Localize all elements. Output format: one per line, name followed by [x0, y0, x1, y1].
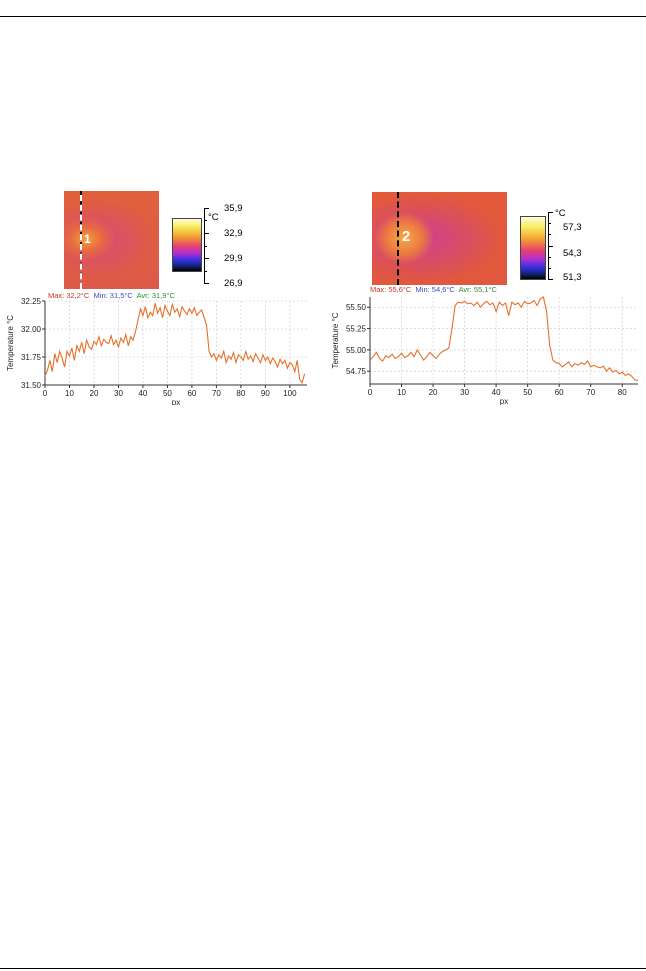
- scale-tick: [548, 223, 551, 224]
- scale-tick: [204, 208, 209, 209]
- color-scale-bar-1: [172, 218, 202, 272]
- stat-min-2: Min: 54,6°C: [415, 285, 455, 294]
- scale-tick: [204, 283, 209, 284]
- y-axis-label: Temperature °C: [331, 312, 340, 368]
- spot-label-1: 1: [84, 232, 91, 246]
- x-tick-label: 80: [618, 388, 627, 397]
- scale-unit-1: °C: [208, 212, 219, 223]
- scale-tick: [548, 246, 553, 247]
- stat-avr-2: Avr: 55,1°C: [458, 285, 497, 294]
- profile-chart-1: 0 10 20 30 40 50 60 70 80 90 100 31.50 31.75 32.00 32.…: [6, 297, 307, 405]
- series-line: [44, 302, 306, 385]
- scale-tick: [204, 258, 209, 259]
- x-tick-label: 70: [586, 388, 595, 397]
- scale-tick: [548, 212, 553, 213]
- x-tick-label: 10: [397, 388, 406, 397]
- y-tick-label: 32.25: [21, 297, 42, 306]
- x-tick-label: 0: [43, 389, 48, 398]
- scale-label: 29,9: [224, 253, 243, 264]
- x-tick-label: 10: [65, 389, 74, 398]
- spot-label-2: 2: [402, 228, 411, 245]
- header-rule: [0, 16, 646, 17]
- x-tick-label: 80: [236, 389, 245, 398]
- scale-label: 32,9: [224, 228, 243, 239]
- scale-label: 51,3: [563, 272, 582, 283]
- y-tick-label: 55.50: [346, 303, 367, 312]
- thermal-image-2: 2: [372, 192, 507, 285]
- scale-tick: [548, 268, 551, 269]
- color-scale-bar-2: [520, 216, 546, 280]
- scale-tick: [204, 271, 207, 272]
- scale-tick: [204, 233, 209, 234]
- scale-tick: [548, 257, 551, 258]
- y-tick-label: 31.50: [21, 381, 42, 390]
- stat-max-2: Max: 55,6°C: [370, 285, 412, 294]
- y-tick-label: 54.75: [346, 367, 367, 376]
- profile-line-2[interactable]: [397, 192, 399, 285]
- thermal-image-1: 1: [64, 191, 159, 289]
- scale-label: 35,9: [224, 203, 243, 214]
- scale-tick: [548, 279, 553, 280]
- x-tick-label: 90: [261, 389, 270, 398]
- stat-avr-1: Avr: 31,9°C: [136, 291, 175, 300]
- stat-max-1: Max: 32,2°C: [48, 291, 90, 300]
- scale-tick: [204, 220, 207, 221]
- x-tick-label: 50: [163, 389, 172, 398]
- y-tick-label: 32.00: [21, 325, 42, 334]
- footer-rule: [0, 968, 646, 969]
- x-tick-label: 40: [138, 389, 147, 398]
- x-axis-label: px: [500, 397, 508, 405]
- y-tick-label: 55.00: [346, 346, 367, 355]
- stats-row-2: Max: 55,6°C Min: 54,6°C Avr: 55,1°C: [370, 285, 497, 294]
- scale-label: 57,3: [563, 222, 582, 233]
- x-tick-label: 30: [460, 388, 469, 397]
- x-tick-label: 20: [429, 388, 438, 397]
- x-tick-label: 100: [283, 389, 297, 398]
- profile-chart-2: 0 10 20 30 40 50 60 70 80 54.75 55.00 55.25 55.50 px T…: [331, 296, 639, 405]
- scale-tick: [204, 246, 207, 247]
- scale-tick: [548, 234, 551, 235]
- stat-min-1: Min: 31,5°C: [93, 291, 133, 300]
- x-tick-label: 50: [523, 388, 532, 397]
- x-axis-label: px: [172, 398, 180, 405]
- x-tick-label: 60: [555, 388, 564, 397]
- x-tick-label: 60: [187, 389, 196, 398]
- x-tick-label: 40: [492, 388, 501, 397]
- x-tick-label: 0: [368, 388, 373, 397]
- x-tick-label: 20: [90, 389, 99, 398]
- x-tick-label: 30: [114, 389, 123, 398]
- scale-label: 26,9: [224, 278, 243, 289]
- scale-unit-2: °C: [555, 208, 566, 219]
- profile-line-1-light: [80, 195, 82, 289]
- stats-row-1: Max: 32,2°C Min: 31,5°C Avr: 31,9°C: [48, 291, 175, 300]
- y-tick-label: 31.75: [21, 353, 42, 362]
- y-axis-label: Temperature °C: [6, 315, 15, 371]
- x-tick-label: 70: [212, 389, 221, 398]
- scale-label: 54,3: [563, 248, 582, 259]
- y-tick-label: 55.25: [346, 325, 367, 334]
- series-line: [369, 296, 639, 382]
